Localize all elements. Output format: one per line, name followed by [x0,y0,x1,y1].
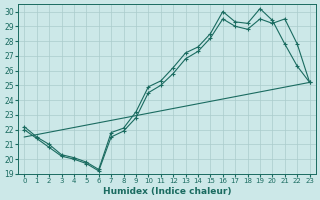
X-axis label: Humidex (Indice chaleur): Humidex (Indice chaleur) [103,187,231,196]
